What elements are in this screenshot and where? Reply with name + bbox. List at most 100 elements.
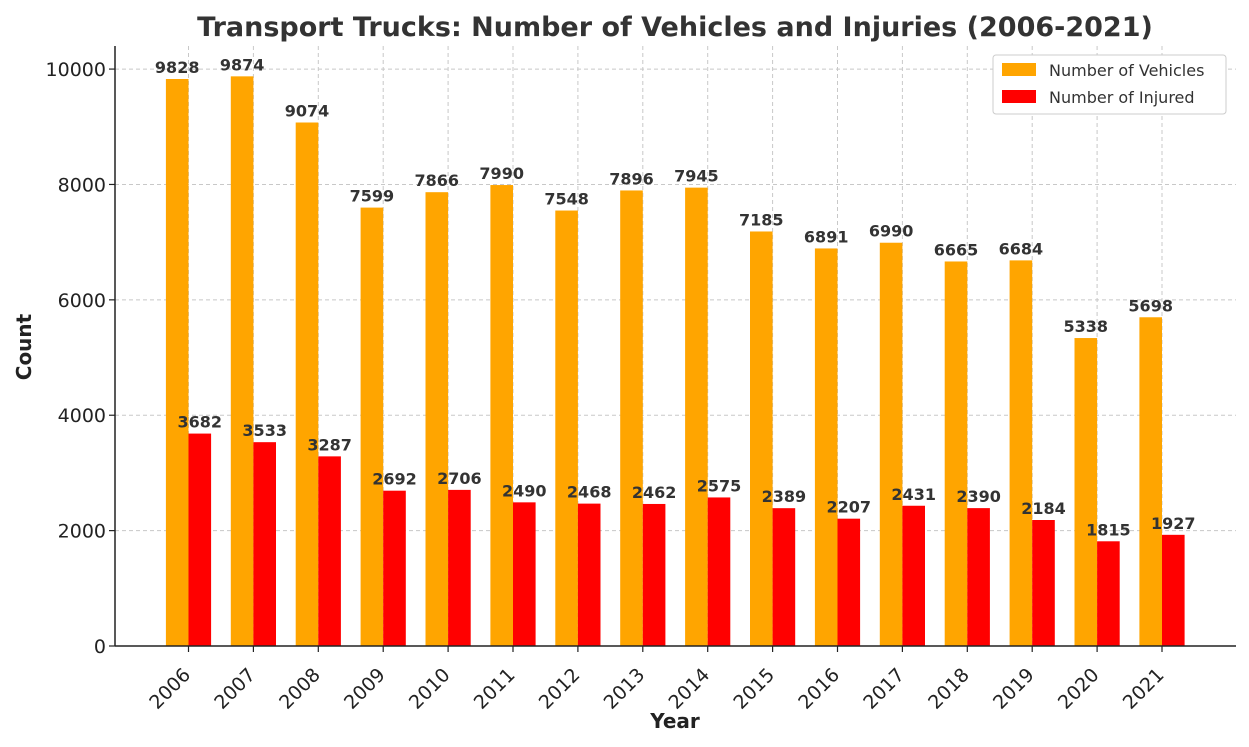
x-tick-label: 2016 — [794, 664, 844, 714]
bar-vehicles — [490, 185, 513, 647]
bar-vehicles — [620, 190, 643, 646]
y-axis-title: Count — [12, 313, 36, 380]
bar-injured — [383, 490, 406, 646]
data-label-injured: 3287 — [307, 435, 352, 454]
data-label-vehicles: 6684 — [999, 239, 1044, 258]
bar-injured — [318, 456, 341, 646]
bar-injured — [1162, 534, 1185, 646]
data-label-injured: 1815 — [1086, 520, 1131, 539]
x-tick-label: 2015 — [729, 664, 779, 714]
legend-label-injured: Number of Injured — [1049, 88, 1195, 107]
data-label-vehicles: 6665 — [934, 240, 979, 259]
bar-vehicles — [555, 210, 578, 647]
y-tick-label: 2000 — [58, 521, 106, 543]
data-label-vehicles: 7866 — [415, 171, 460, 190]
bar-injured — [642, 503, 666, 646]
data-label-vehicles: 7990 — [479, 164, 524, 183]
data-label-vehicles: 6891 — [804, 227, 849, 246]
data-label-injured: 2207 — [827, 498, 872, 517]
data-label-injured: 2575 — [697, 476, 742, 495]
bar-injured — [772, 508, 796, 646]
x-tick-label: 2014 — [664, 664, 714, 714]
data-labels: 9828 9874 9074 7599 7866 7990 7548 7896 7945 7185… — [155, 55, 1196, 539]
bar-injured — [902, 505, 925, 646]
tick-labels: 0 2000 4000 6000 8000 10000 2006 2007 2008 2009 20… — [46, 59, 1169, 714]
x-tick-label: 2017 — [859, 664, 909, 714]
data-label-injured: 2692 — [372, 470, 417, 489]
x-tick-label: 2013 — [600, 664, 650, 714]
x-tick-label: 2019 — [989, 664, 1039, 714]
data-label-injured: 2184 — [1021, 499, 1066, 518]
x-tick-label: 2021 — [1119, 664, 1169, 714]
y-tick-label: 10000 — [46, 59, 106, 81]
data-label-vehicles: 6990 — [869, 222, 914, 241]
bar-vehicles — [1139, 317, 1162, 646]
legend-label-vehicles: Number of Vehicles — [1049, 61, 1204, 80]
data-label-vehicles: 9874 — [220, 55, 265, 74]
bar-vehicles — [425, 192, 449, 646]
bar-injured — [577, 503, 601, 646]
bars — [165, 76, 1185, 647]
axes — [109, 46, 1236, 652]
data-label-vehicles: 7896 — [609, 169, 654, 188]
y-tick-label: 8000 — [58, 174, 106, 196]
data-label-vehicles: 5698 — [1128, 296, 1173, 315]
bar-vehicles — [944, 261, 968, 646]
data-label-vehicles: 7548 — [544, 190, 589, 209]
bar-injured — [837, 518, 861, 646]
data-label-vehicles: 7599 — [350, 187, 395, 206]
x-tick-label: 2009 — [340, 664, 390, 714]
x-tick-label: 2011 — [470, 664, 520, 714]
bar-vehicles — [685, 187, 708, 646]
data-label-injured: 2431 — [891, 485, 936, 504]
x-tick-label: 2018 — [924, 664, 974, 714]
bar-vehicles — [230, 76, 254, 647]
x-axis-title: Year — [649, 709, 700, 733]
legend: Number of Vehicles Number of Injured — [992, 54, 1227, 115]
legend-swatch-vehicles — [1002, 63, 1036, 76]
data-label-vehicles: 9074 — [285, 102, 330, 121]
bar-injured — [967, 508, 990, 646]
data-label-injured: 2490 — [502, 481, 547, 500]
bar-vehicles — [360, 207, 384, 646]
data-label-injured: 3533 — [242, 421, 287, 440]
chart-title: Transport Trucks: Number of Vehicles and… — [197, 12, 1153, 43]
x-tick-label: 2020 — [1054, 664, 1104, 714]
y-tick-label: 6000 — [58, 290, 106, 312]
grid-lines — [115, 46, 1236, 647]
x-tick-label: 2012 — [535, 664, 585, 714]
bar-injured — [448, 489, 471, 646]
bar-vehicles — [295, 122, 319, 646]
y-tick-label: 4000 — [58, 405, 106, 427]
x-tick-label: 2010 — [405, 664, 455, 714]
data-label-vehicles: 9828 — [155, 58, 200, 77]
bar-vehicles — [1074, 338, 1098, 646]
bar-injured — [253, 442, 276, 646]
bar-injured — [707, 497, 731, 646]
bar-injured — [1032, 520, 1055, 646]
bar-vehicles — [750, 231, 773, 646]
bar-injured — [1097, 541, 1120, 646]
bar-vehicles — [879, 242, 903, 646]
x-tick-label: 2007 — [210, 664, 260, 714]
y-tick-label: 0 — [94, 636, 106, 658]
bar-injured — [513, 502, 536, 646]
data-label-injured: 2468 — [567, 483, 612, 502]
data-label-injured: 1927 — [1151, 514, 1196, 533]
legend-box — [992, 54, 1227, 115]
data-label-vehicles: 7945 — [674, 167, 719, 186]
data-label-injured: 2706 — [437, 469, 482, 488]
data-label-injured: 2390 — [956, 487, 1001, 506]
bar-injured — [188, 433, 212, 646]
x-tick-label: 2006 — [145, 664, 195, 714]
data-label-injured: 2389 — [762, 487, 807, 506]
data-label-vehicles: 5338 — [1064, 317, 1109, 336]
data-label-injured: 2462 — [632, 483, 677, 502]
x-tick-label: 2008 — [275, 664, 325, 714]
legend-swatch-injured — [1002, 90, 1036, 103]
bar-vehicles — [814, 248, 838, 646]
bar-vehicles — [1009, 260, 1033, 646]
bar-vehicles — [165, 79, 189, 646]
data-label-injured: 3682 — [178, 413, 223, 432]
